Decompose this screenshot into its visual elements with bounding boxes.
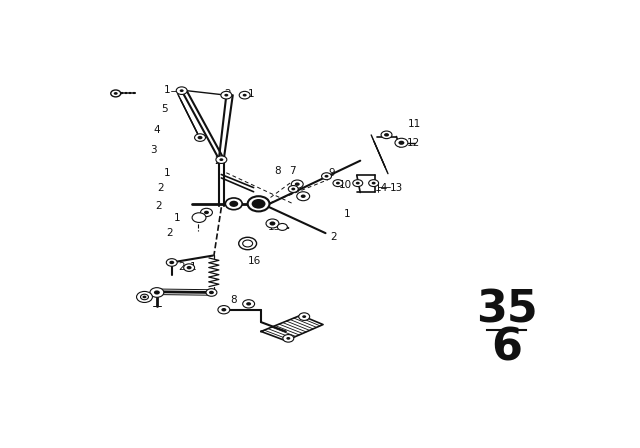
Circle shape — [295, 182, 300, 186]
Circle shape — [218, 306, 230, 314]
Text: 16: 16 — [248, 256, 261, 266]
Circle shape — [291, 188, 295, 190]
Circle shape — [209, 291, 214, 294]
Circle shape — [220, 158, 223, 161]
Circle shape — [111, 90, 121, 97]
Circle shape — [239, 91, 250, 99]
Circle shape — [204, 211, 209, 214]
Text: 2: 2 — [179, 262, 185, 272]
Circle shape — [286, 337, 291, 340]
Text: 35: 35 — [476, 288, 538, 331]
Circle shape — [246, 302, 251, 306]
Circle shape — [356, 182, 360, 185]
Circle shape — [114, 92, 118, 95]
Circle shape — [269, 221, 275, 225]
Text: 2: 2 — [157, 183, 164, 193]
Circle shape — [381, 131, 392, 138]
Circle shape — [321, 173, 332, 180]
Circle shape — [195, 134, 205, 142]
Circle shape — [243, 300, 255, 308]
Circle shape — [221, 91, 232, 99]
Circle shape — [200, 208, 212, 216]
Text: 6: 6 — [491, 326, 522, 369]
Circle shape — [184, 264, 195, 271]
Circle shape — [216, 156, 227, 164]
Circle shape — [369, 180, 379, 186]
Circle shape — [187, 266, 191, 269]
Circle shape — [301, 194, 306, 198]
Circle shape — [166, 258, 177, 266]
Circle shape — [143, 296, 147, 298]
Text: 8: 8 — [230, 295, 237, 306]
Circle shape — [221, 308, 227, 311]
Circle shape — [198, 136, 202, 139]
Circle shape — [225, 94, 228, 96]
Text: 8: 8 — [274, 166, 281, 176]
Text: 1: 1 — [344, 209, 350, 219]
Circle shape — [324, 175, 328, 177]
Text: 2: 2 — [225, 90, 231, 99]
Circle shape — [297, 192, 310, 201]
Text: 11: 11 — [408, 120, 421, 129]
Circle shape — [192, 213, 206, 223]
Text: 12: 12 — [406, 138, 420, 148]
Text: 2: 2 — [214, 156, 221, 166]
Circle shape — [239, 237, 257, 250]
Text: 2: 2 — [331, 232, 337, 242]
Circle shape — [150, 288, 164, 297]
Circle shape — [372, 182, 376, 185]
Text: 15: 15 — [268, 222, 281, 232]
Text: 1: 1 — [173, 213, 180, 223]
Text: 7: 7 — [289, 166, 296, 176]
Text: 1: 1 — [190, 262, 196, 272]
Circle shape — [243, 94, 246, 96]
Circle shape — [299, 313, 310, 320]
Circle shape — [302, 315, 306, 318]
Circle shape — [141, 294, 148, 300]
Text: 2: 2 — [155, 201, 162, 211]
Text: 1: 1 — [163, 168, 170, 178]
Circle shape — [291, 180, 303, 188]
Circle shape — [169, 261, 174, 264]
Circle shape — [384, 133, 389, 137]
Circle shape — [266, 219, 279, 228]
Circle shape — [336, 182, 340, 185]
Text: 13: 13 — [390, 183, 403, 193]
Circle shape — [248, 196, 269, 211]
Circle shape — [283, 335, 294, 342]
Circle shape — [243, 240, 253, 247]
Circle shape — [333, 180, 343, 186]
Circle shape — [395, 138, 408, 147]
Circle shape — [277, 224, 287, 230]
Circle shape — [176, 87, 187, 95]
Circle shape — [180, 89, 184, 92]
Circle shape — [399, 141, 404, 145]
Circle shape — [288, 185, 298, 193]
Text: 5: 5 — [161, 104, 168, 114]
Text: 14: 14 — [375, 183, 388, 193]
Text: 2: 2 — [166, 228, 173, 238]
Text: 10: 10 — [339, 180, 352, 190]
Circle shape — [353, 180, 363, 186]
Circle shape — [154, 290, 160, 294]
Circle shape — [206, 289, 217, 296]
Circle shape — [252, 199, 266, 209]
Text: 3: 3 — [150, 145, 157, 155]
Text: 9: 9 — [329, 168, 335, 178]
Text: 1: 1 — [248, 90, 255, 99]
Circle shape — [225, 198, 242, 210]
Circle shape — [229, 201, 238, 207]
Text: 1: 1 — [163, 85, 170, 95]
Text: 4: 4 — [154, 125, 160, 135]
Circle shape — [136, 292, 152, 302]
